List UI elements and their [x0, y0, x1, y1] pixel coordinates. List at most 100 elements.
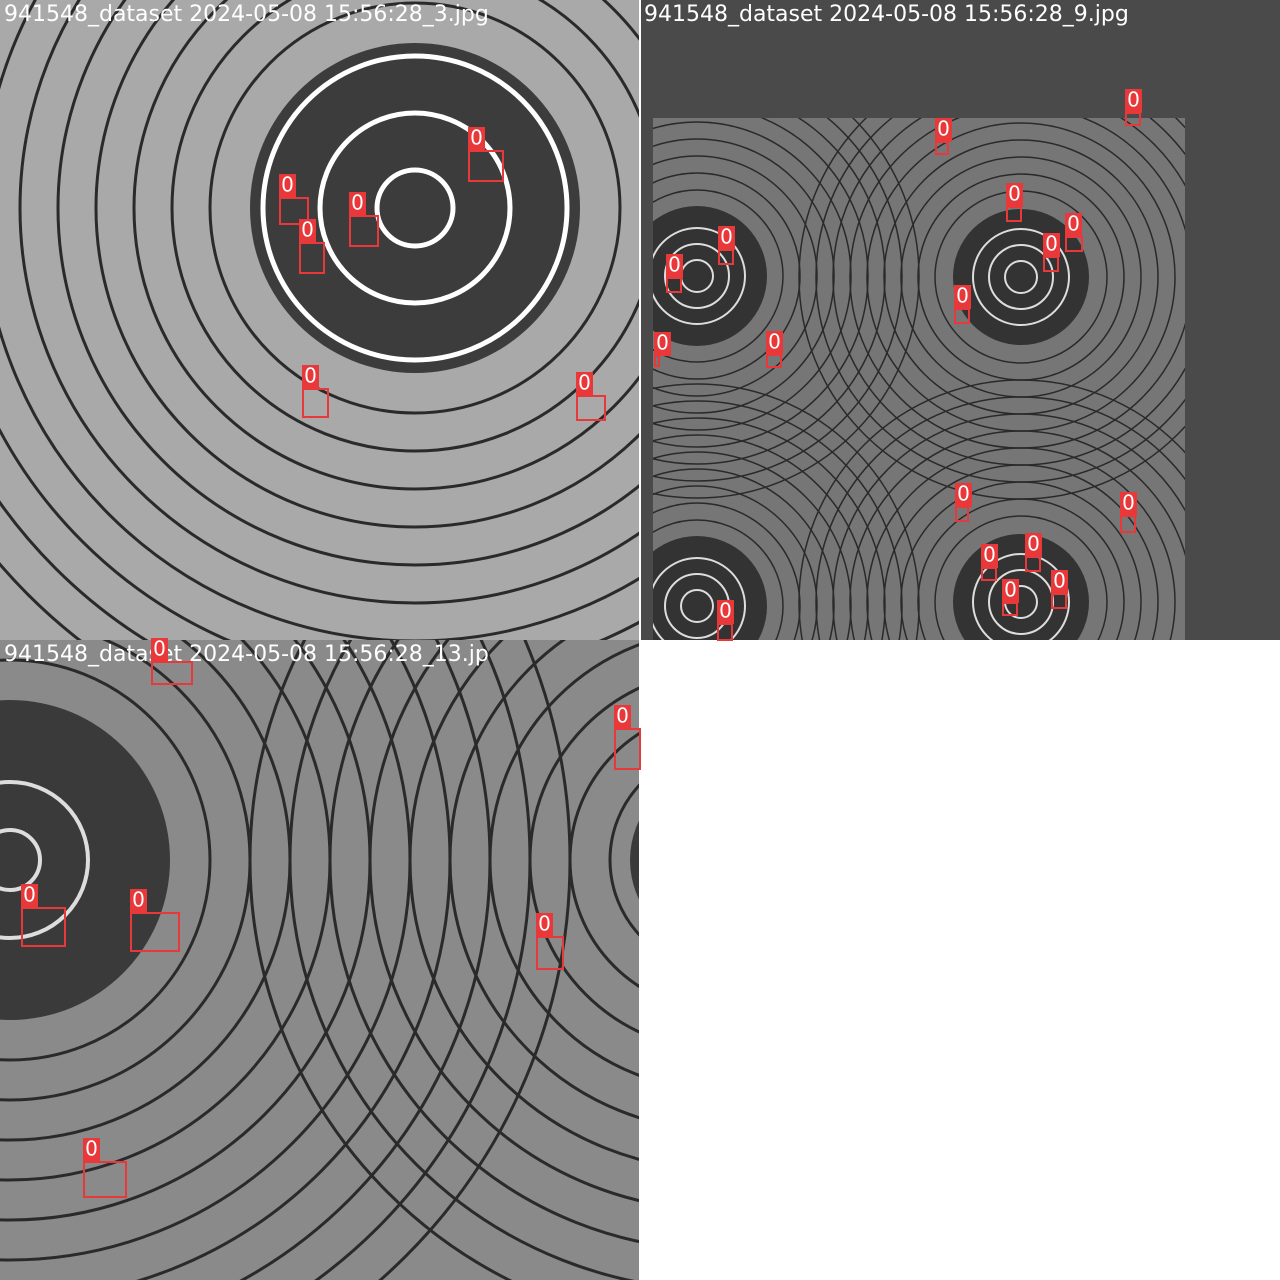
label-background [1006, 183, 1023, 207]
box-label: 0 [1122, 491, 1135, 515]
target-ring [317, 110, 513, 306]
target-ring [653, 118, 920, 499]
target-ring [408, 640, 640, 1161]
label-background [279, 174, 296, 198]
bounding-box [468, 150, 504, 182]
label-background [935, 118, 952, 142]
bounding-box [130, 912, 180, 952]
target-ring [608, 782, 640, 938]
target-ring [56, 0, 640, 567]
box-label: 0 [768, 330, 781, 354]
target-ring [832, 413, 1185, 640]
target-ring [653, 468, 835, 640]
label-background [1043, 233, 1060, 257]
target-ring [653, 155, 818, 397]
target-ring [653, 383, 920, 640]
label-background [576, 372, 593, 396]
label-background [83, 1138, 100, 1162]
label-background [151, 638, 168, 662]
target-ring [653, 557, 746, 640]
label-background [468, 127, 485, 151]
box-label: 0 [1053, 569, 1066, 593]
filename: 941548_dataset 2024-05-08 15:56:28_13.jp [4, 642, 489, 667]
target-ring [653, 172, 801, 380]
target-ring [849, 430, 1185, 640]
tile-image [0, 0, 640, 640]
box-label: 0 [304, 364, 317, 388]
target-ring [653, 417, 886, 640]
label-background [766, 331, 783, 355]
target-ring [664, 243, 730, 309]
box-label: 0 [1127, 88, 1140, 112]
box-label: 0 [23, 883, 36, 907]
target-ring [94, 0, 640, 529]
target-ring [374, 167, 456, 249]
target-ring [934, 515, 1108, 640]
bounding-box [21, 907, 66, 947]
label-background [1120, 492, 1137, 516]
box-label: 0 [1008, 182, 1021, 206]
label-background [954, 285, 971, 309]
target-ring [900, 481, 1142, 640]
target-ring [568, 731, 640, 989]
tile-image [0, 640, 640, 1280]
target-ring [170, 0, 640, 453]
label-background [1051, 570, 1068, 594]
target-ring [653, 118, 903, 482]
target-ring [653, 400, 903, 640]
box-label: 0 [668, 253, 681, 277]
filename: 941548_dataset 2024-05-08 15:56:28_3.jpg [4, 2, 489, 27]
target-ring [0, 658, 212, 1062]
label-background [1025, 533, 1042, 557]
target-ring [448, 640, 640, 1120]
target-ring [0, 828, 42, 892]
box-label: 0 [301, 218, 314, 242]
target-ring [988, 244, 1054, 310]
target-ring [653, 121, 852, 431]
box-label: 0 [983, 543, 996, 567]
target-ring [653, 434, 869, 640]
label-background [130, 889, 147, 913]
target-ring [680, 589, 714, 623]
label-background [666, 254, 683, 278]
box-label: 0 [957, 482, 970, 506]
target-ring [528, 686, 640, 1034]
box-label: 0 [1045, 232, 1058, 256]
target-ring [798, 379, 1185, 640]
target-ring [653, 502, 801, 640]
label-background [614, 705, 631, 729]
target-ring [653, 519, 784, 640]
bounding-box [83, 1161, 127, 1198]
label-background [1125, 89, 1142, 113]
target-ring [883, 464, 1159, 640]
target-ring [1004, 260, 1038, 294]
bounding-box [151, 661, 193, 685]
box-label: 0 [719, 599, 732, 623]
box-label: 0 [1004, 578, 1017, 602]
target-ring [132, 0, 640, 491]
label-background [654, 332, 671, 356]
target-ring [653, 118, 886, 465]
box-label: 0 [538, 912, 551, 936]
tile-image [653, 118, 1185, 640]
box-label: 0 [720, 225, 733, 249]
label-background [717, 600, 734, 624]
target-ring [18, 0, 640, 605]
box-label: 0 [470, 126, 483, 150]
box-label: 0 [153, 637, 166, 661]
target-ring [260, 53, 570, 363]
box-label: 0 [616, 704, 629, 728]
box-label: 0 [578, 371, 591, 395]
target-ring [653, 451, 852, 640]
target-ring [368, 640, 640, 1203]
target-ring [815, 396, 1185, 640]
label-background [1002, 579, 1019, 603]
label-background [981, 544, 998, 568]
target-ring [653, 485, 818, 640]
target-ring [0, 780, 90, 940]
label-background [349, 192, 366, 216]
target-ring [208, 1, 622, 415]
label-background [955, 483, 972, 507]
label-background [299, 219, 316, 243]
